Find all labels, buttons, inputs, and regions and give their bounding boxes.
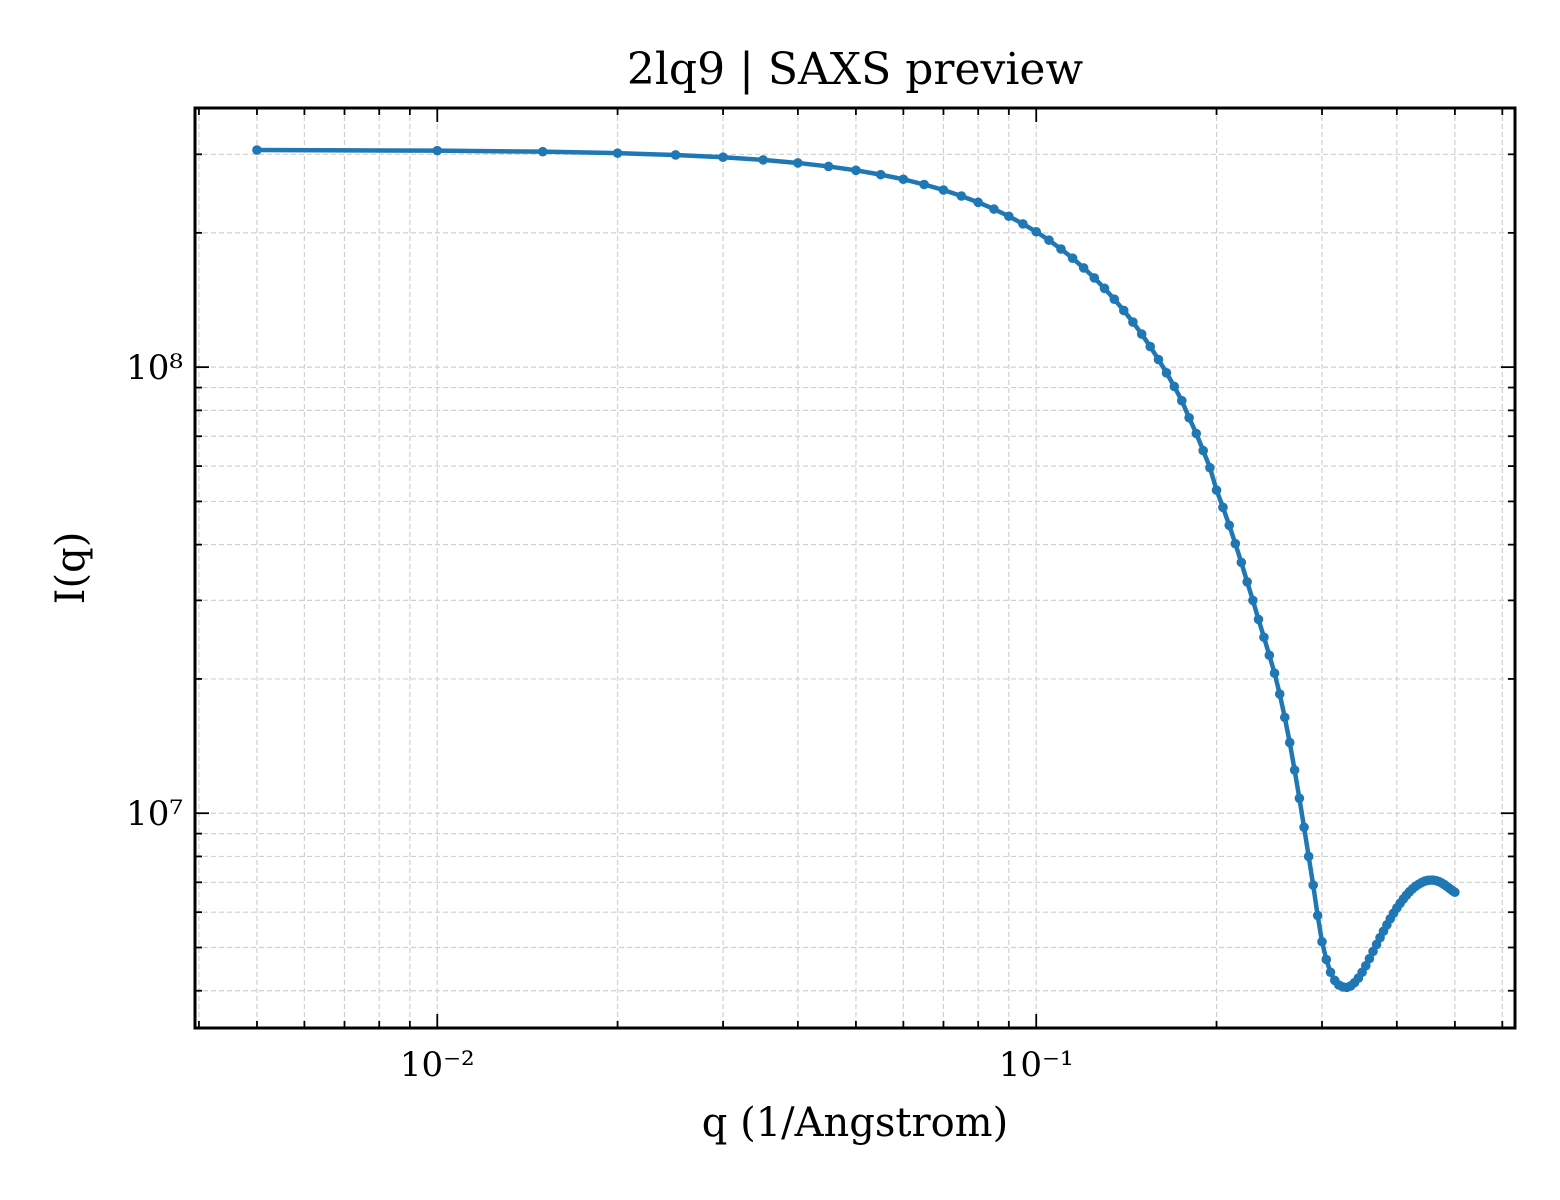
data-point [1284,737,1295,748]
data-point [1205,462,1215,473]
data-point [1303,851,1314,862]
data-point [973,197,983,208]
data-point [1312,910,1323,921]
data-point [1044,235,1054,245]
data-point [1253,614,1264,625]
data-point [1184,412,1194,423]
data-point [1161,368,1172,378]
x-axis-label: q (1/Angstrom) [702,1100,1008,1146]
data-point [1264,650,1275,661]
data-point [1056,244,1066,254]
data-point [956,191,967,201]
data-point [1269,668,1280,679]
data-point [989,204,999,214]
data-point [1289,765,1300,775]
data-point [612,148,623,158]
data-point [938,185,949,195]
plot-frame [193,106,1517,1030]
data-point [1078,263,1089,273]
data-point [1211,485,1222,495]
x-tick-label: 10⁻² [400,1045,475,1085]
data-point [1360,960,1371,971]
y-axis-label: I(q) [48,532,94,605]
data-point [875,169,886,180]
data-point [718,152,728,163]
data-point [1191,428,1202,439]
data-point [1067,253,1078,263]
data-point [432,145,443,156]
data-point [1136,329,1147,339]
data-point [1198,445,1208,456]
data-point [537,146,548,157]
data-point [1248,595,1258,606]
data-point [1118,305,1129,316]
data-point [1128,317,1138,327]
data-point [1299,822,1309,833]
data-point [1450,887,1460,898]
data-point [1004,211,1014,222]
y-tick-label: 10⁸ [126,348,183,388]
data-point [1236,557,1247,568]
data-point [1317,936,1327,947]
data-point [1294,793,1305,804]
data-point [1242,577,1252,587]
data-point [793,158,803,168]
data-point [1145,341,1156,352]
data-point [1364,953,1375,964]
data-point [1089,273,1100,283]
data-point [898,174,909,185]
data-point [1224,520,1235,531]
data-point [670,150,681,160]
data-point [1230,538,1241,549]
data-point [1099,283,1110,294]
data-point [758,155,768,165]
data-point [1177,395,1187,406]
data-point [1325,967,1336,978]
y-tick-label: 10⁷ [126,794,183,834]
data-point [252,145,262,155]
data-point [1259,632,1269,643]
data-point [1321,954,1332,965]
chart-title: 2lq9 | SAXS preview [627,44,1084,95]
data-point [919,179,929,190]
data-point [1109,294,1120,305]
data-point [1308,880,1318,890]
data-point [1153,354,1164,365]
data-point [1274,689,1285,699]
data-point [823,161,834,172]
data-point [1218,502,1228,513]
data-point [1031,226,1042,237]
data-point [1018,219,1028,229]
x-tick-label: 10⁻¹ [999,1045,1074,1085]
data-point [1279,712,1290,723]
data-point [1169,381,1180,392]
data-point [851,165,861,176]
